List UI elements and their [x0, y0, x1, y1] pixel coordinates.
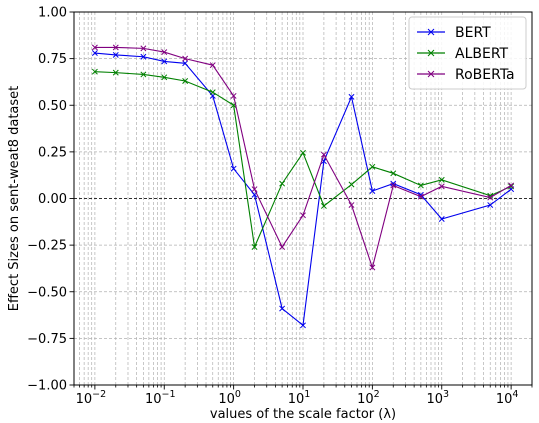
data-point-albert: [112, 69, 119, 76]
y-tick-label: 0.25: [38, 145, 67, 160]
data-point-albert: [417, 182, 424, 189]
series-line-albert: [94, 71, 512, 249]
data-point-albert: [161, 74, 168, 81]
data-point-roberta: [140, 45, 147, 52]
data-point-bert: [369, 188, 376, 194]
y-tick-label: 0.50: [38, 99, 67, 114]
data-point-bert: [230, 165, 237, 172]
legend-box: [408, 16, 527, 90]
data-point-roberta: [230, 92, 237, 99]
y-tick-label: −0.25: [27, 239, 67, 254]
data-point-albert: [508, 183, 515, 190]
data-point-bert: [161, 58, 168, 65]
series-line-bert: [94, 52, 512, 327]
x-tick-label: 10−1: [145, 389, 176, 407]
x-tick-label: 104: [496, 389, 519, 407]
data-point-roberta: [417, 193, 424, 200]
series-group: [91, 44, 515, 329]
legend-marker-roberta: [427, 70, 435, 78]
data-point-bert: [300, 322, 306, 329]
legend-marker-albert: [427, 49, 435, 57]
y-tick-label: −0.50: [27, 285, 67, 300]
x-axis-ticks: 10−2 10−1 100 101 102 103 104: [73, 385, 533, 407]
data-point-albert: [348, 181, 355, 188]
legend-label-roberta: RoBERTa: [455, 67, 515, 83]
data-point-bert: [112, 51, 119, 58]
data-point-roberta: [279, 244, 286, 250]
data-point-roberta: [112, 44, 119, 51]
data-point-bert: [348, 93, 355, 100]
data-point-albert: [438, 176, 445, 183]
data-point-bert: [91, 50, 98, 56]
series-line-roberta: [94, 46, 512, 270]
series-roberta: [91, 44, 515, 271]
data-point-albert: [390, 170, 397, 177]
y-tick-label: −0.75: [27, 332, 67, 347]
data-point-roberta: [161, 49, 168, 56]
y-tick-label: 0.75: [38, 52, 67, 67]
data-point-bert: [438, 216, 445, 222]
data-point-albert: [300, 149, 306, 156]
data-point-roberta: [300, 212, 306, 219]
data-point-albert: [251, 244, 258, 250]
x-axis-label: values of the scale factor (λ): [210, 407, 396, 422]
data-point-albert: [320, 203, 327, 209]
x-tick-label: 103: [426, 389, 449, 407]
data-point-albert: [140, 71, 147, 78]
data-point-roberta: [487, 194, 494, 201]
data-point-roberta: [390, 182, 397, 189]
data-point-roberta: [508, 182, 515, 189]
x-tick-label: 100: [218, 389, 241, 407]
legend-label-albert: ALBERT: [455, 46, 509, 62]
y-axis-label: Effect Sizes on sent-weat8 dataset: [7, 86, 22, 312]
y-tick-label: 0.00: [38, 192, 67, 207]
data-point-bert: [279, 305, 286, 312]
data-point-albert: [91, 68, 98, 75]
y-tick-label: −1.00: [27, 379, 67, 394]
data-point-roberta: [438, 183, 445, 190]
data-point-roberta: [320, 151, 327, 158]
data-point-roberta: [369, 264, 376, 271]
legend: BERT ALBERT RoBERTa: [408, 16, 527, 90]
data-point-albert: [209, 89, 216, 96]
data-point-bert: [140, 53, 147, 60]
data-point-bert: [390, 180, 397, 187]
data-point-roberta: [348, 202, 355, 208]
data-point-bert: [182, 60, 189, 67]
series-bert: [91, 50, 515, 329]
legend-marker-bert: [427, 28, 435, 36]
x-tick-label: 101: [288, 389, 311, 407]
data-point-albert: [279, 180, 286, 187]
data-point-roberta: [209, 62, 216, 69]
data-point-roberta: [251, 186, 258, 193]
data-point-roberta: [91, 44, 98, 51]
legend-label-bert: BERT: [455, 25, 491, 41]
data-point-roberta: [182, 55, 189, 62]
x-tick-label: 10−2: [76, 389, 107, 407]
y-axis-ticks: 1.00 0.75 0.50 0.25 0.00 −0.25 −0.50 −0.75 −1.00: [27, 6, 74, 394]
x-tick-label: 102: [357, 389, 380, 407]
data-point-bert: [487, 202, 494, 208]
data-point-albert: [182, 78, 189, 84]
data-point-albert: [369, 163, 376, 170]
y-tick-label: 1.00: [38, 6, 67, 21]
